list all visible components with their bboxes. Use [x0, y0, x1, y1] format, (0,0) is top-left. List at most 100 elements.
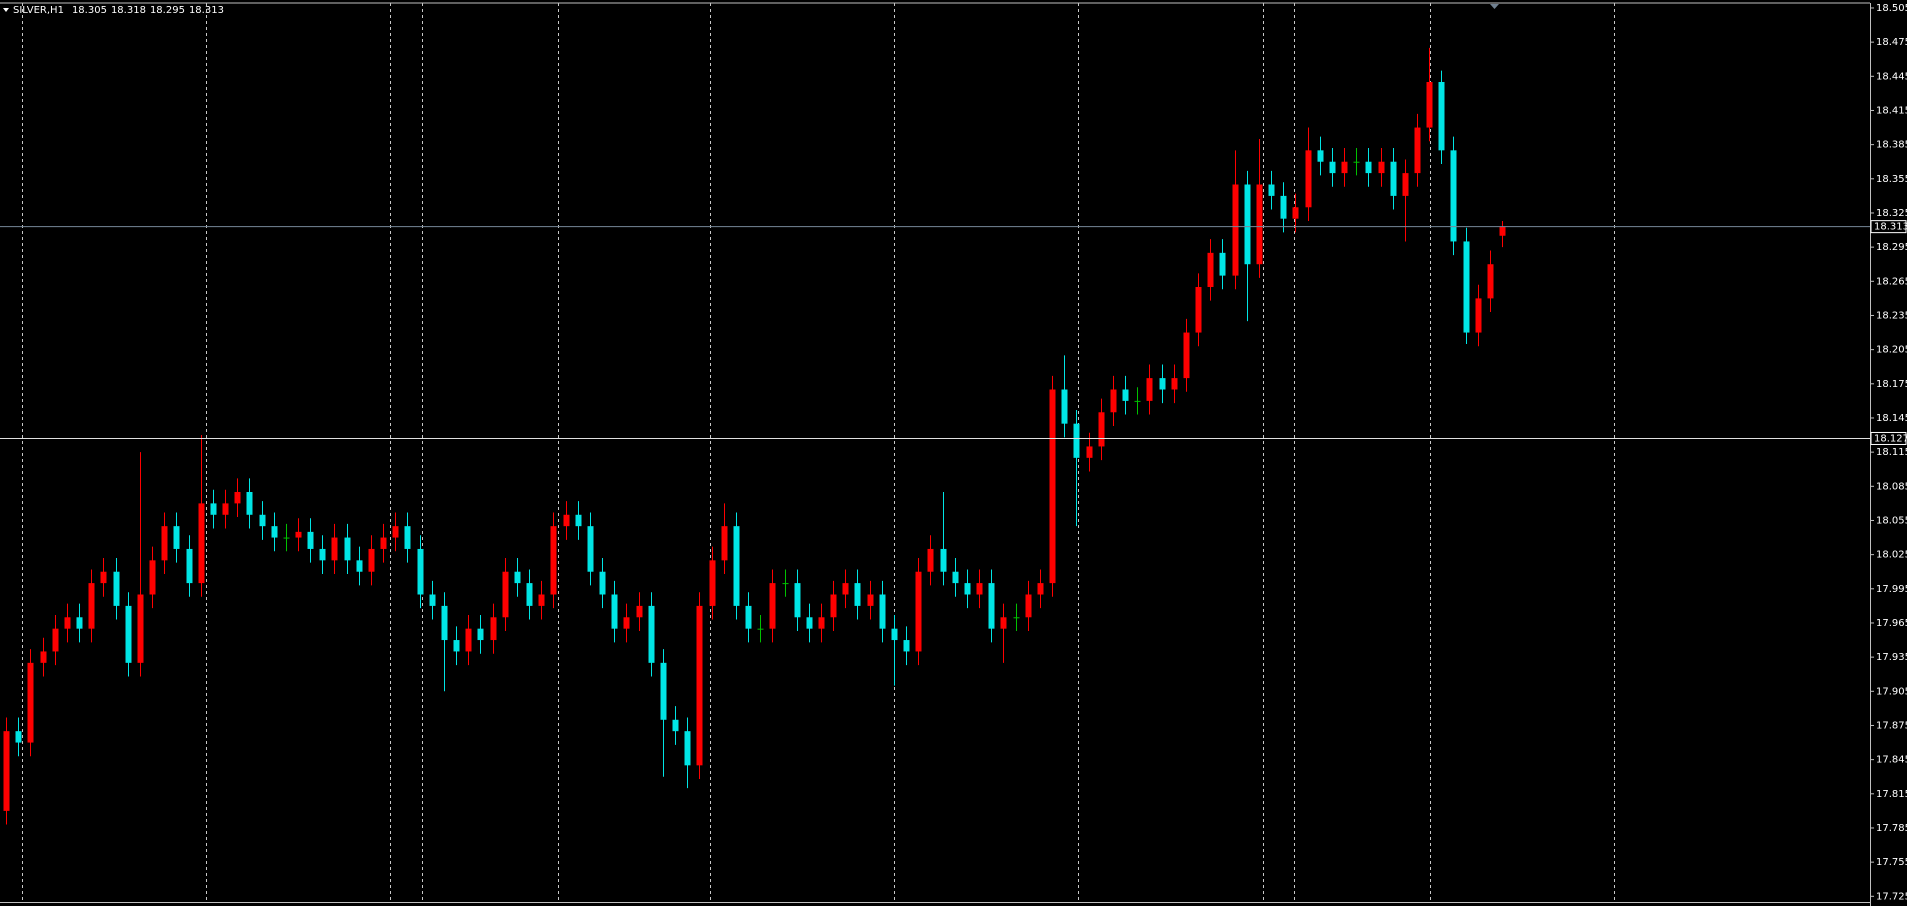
candle-body	[1061, 389, 1068, 424]
candle-body	[1073, 423, 1080, 458]
candle-body	[1110, 389, 1117, 413]
candle-body	[1475, 298, 1482, 333]
y-tick-label: 18.025	[1876, 550, 1907, 561]
candle-body	[842, 583, 849, 595]
candle-body	[1049, 389, 1056, 584]
y-tick-label: 18.205	[1876, 345, 1907, 356]
candle-body	[40, 651, 47, 663]
candle-body	[976, 583, 983, 595]
y-tick-label: 18.415	[1876, 105, 1907, 116]
candle-body	[1463, 241, 1470, 333]
candle-body	[1219, 252, 1226, 276]
candle-body	[465, 628, 472, 652]
candle-body	[186, 548, 193, 584]
candle-body	[1426, 82, 1433, 128]
candle-body	[891, 628, 898, 641]
candle-body	[648, 605, 655, 663]
candle-body	[27, 662, 34, 743]
y-tick-label: 18.295	[1876, 242, 1907, 253]
candle-body	[259, 514, 266, 527]
candle-body	[611, 594, 618, 629]
candle-body	[1183, 332, 1190, 379]
y-tick-label: 17.755	[1876, 857, 1907, 868]
candle-body	[477, 628, 484, 641]
candle-body	[1171, 378, 1178, 390]
candle-body	[1402, 173, 1409, 196]
header-open: 18.305	[72, 5, 107, 16]
candle-body	[964, 583, 971, 595]
y-tick-label: 18.085	[1876, 481, 1907, 492]
candle-body	[64, 617, 71, 629]
candle-body	[757, 628, 764, 630]
candle-body	[380, 537, 387, 549]
candle-body	[1098, 412, 1105, 447]
candle-body	[490, 617, 497, 641]
candle-body	[745, 605, 752, 629]
candle-body	[587, 526, 594, 572]
candle-body	[1159, 378, 1166, 390]
candle-body	[100, 571, 107, 584]
y-tick-label: 18.055	[1876, 515, 1907, 526]
candle-body	[1353, 161, 1360, 163]
candle-body	[1329, 161, 1336, 174]
y-tick-label: 17.935	[1876, 652, 1907, 663]
candle-body	[295, 531, 302, 538]
candle-body	[246, 492, 253, 515]
y-tick-label: 18.265	[1876, 276, 1907, 287]
candle-body	[782, 583, 789, 585]
candle-body	[538, 594, 545, 606]
candle-body	[1000, 617, 1007, 629]
candle-body	[1450, 150, 1457, 242]
candle-body	[1305, 150, 1312, 208]
y-tick-label: 18.325	[1876, 208, 1907, 219]
candle-body	[1146, 378, 1153, 401]
candle-body	[1256, 184, 1263, 265]
candle-body	[550, 526, 557, 595]
candle-body	[1414, 127, 1421, 174]
candle-body	[575, 514, 582, 527]
candle-body	[502, 571, 509, 618]
candle-body	[222, 503, 229, 515]
header: SILVER,H1 18.305 18.318 18.295 18.313	[13, 5, 224, 16]
candle-body	[1244, 184, 1251, 265]
candle-body	[769, 583, 776, 629]
candle-body	[149, 560, 156, 595]
candle-body	[818, 617, 825, 629]
candle-body	[125, 605, 132, 663]
candle-body	[830, 594, 837, 618]
candle-body	[307, 531, 314, 549]
candle-body	[319, 548, 326, 561]
candle-body	[1438, 82, 1445, 151]
y-tick-label: 18.505	[1876, 3, 1907, 14]
y-tick-label: 17.995	[1876, 584, 1907, 595]
candle-body	[234, 492, 241, 504]
candle-body	[331, 537, 338, 561]
candle-body	[988, 583, 995, 629]
candle-body	[210, 503, 217, 515]
candle-body	[1487, 264, 1494, 299]
candle-body	[709, 560, 716, 606]
header-arrow	[3, 8, 9, 12]
candle-body	[1280, 195, 1287, 219]
candle-body	[1378, 161, 1385, 174]
candle-body	[404, 526, 411, 549]
candle-body	[672, 719, 679, 732]
y-tick-label: 18.355	[1876, 174, 1907, 185]
y-tick-label: 17.965	[1876, 618, 1907, 629]
y-tick-label: 17.905	[1876, 686, 1907, 697]
y-tick-label: 17.845	[1876, 755, 1907, 766]
candle-body	[1390, 161, 1397, 196]
candle-body	[198, 503, 205, 584]
candle-body	[867, 594, 874, 606]
candle-body	[696, 605, 703, 766]
candle-body	[1232, 184, 1239, 276]
bid-label: 18.313	[1874, 222, 1907, 233]
candle-body	[854, 583, 861, 606]
candle-body	[1195, 287, 1202, 333]
y-tick-label: 18.385	[1876, 140, 1907, 151]
candle-body	[733, 526, 740, 606]
candle-body	[1086, 446, 1093, 458]
candle-body	[161, 526, 168, 561]
candle-body	[271, 526, 278, 538]
